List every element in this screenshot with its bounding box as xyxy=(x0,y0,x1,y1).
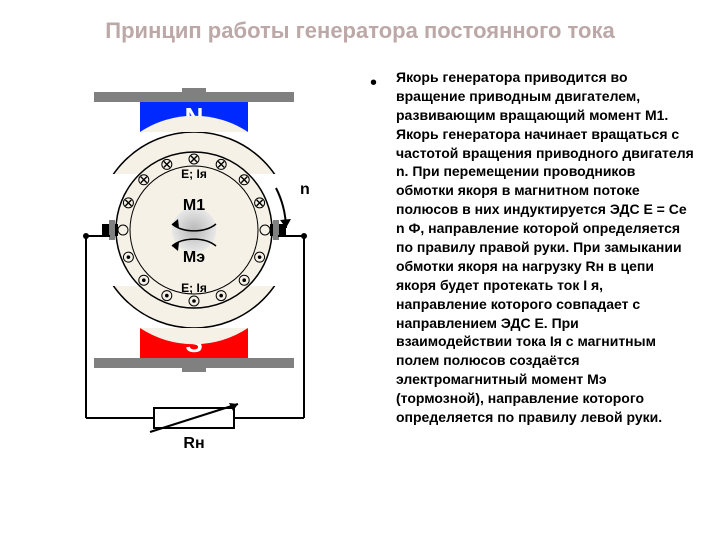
s-stem xyxy=(182,368,206,372)
me-label: Mэ xyxy=(183,249,205,266)
node-l xyxy=(83,233,89,239)
n-label: n xyxy=(300,181,310,198)
e-top-label: E; Iя xyxy=(181,167,207,181)
rn-label: Rн xyxy=(183,435,204,452)
frame-top xyxy=(94,92,294,102)
frame-bottom xyxy=(94,358,294,368)
bullet-icon: • xyxy=(370,72,377,95)
page-title: Принцип работы генератора постоянного то… xyxy=(0,18,720,44)
e-bot-label: E; Iя xyxy=(181,281,207,295)
n-stem xyxy=(182,88,206,92)
generator-diagram: N S E; Iя M1 Mэ E; Iя n xyxy=(72,88,312,488)
m1-label: M1 xyxy=(183,197,205,214)
node-r xyxy=(301,233,307,239)
body-paragraph: Якорь генератора приводится во вращение … xyxy=(396,68,696,427)
